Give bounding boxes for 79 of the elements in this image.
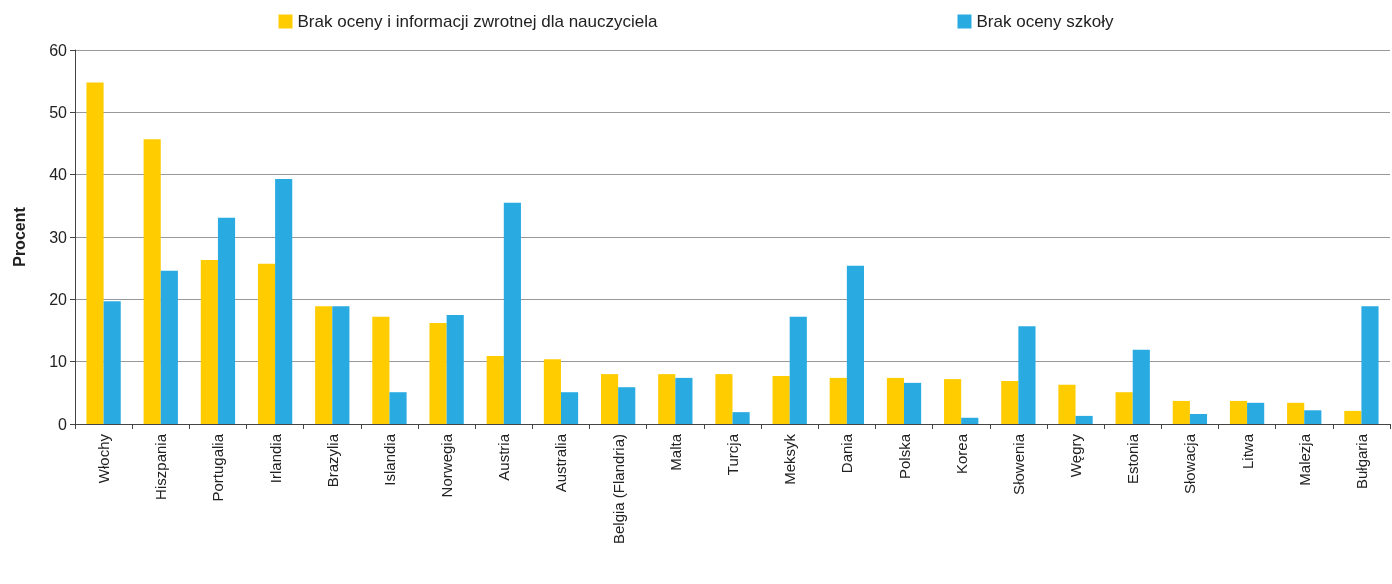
bar bbox=[446, 314, 464, 424]
bar bbox=[200, 260, 218, 424]
bar bbox=[618, 387, 636, 424]
bar bbox=[1058, 384, 1076, 424]
x-tick-label: Włochy bbox=[95, 433, 113, 484]
bar bbox=[732, 412, 750, 424]
x-tick-label: Korea bbox=[952, 433, 970, 475]
bar bbox=[1344, 410, 1362, 424]
x-tick-label: Litwa bbox=[1238, 433, 1256, 470]
x-tick-label: Australia bbox=[552, 433, 570, 493]
bar bbox=[372, 316, 390, 424]
y-axis-title: Procent bbox=[10, 206, 28, 267]
bar bbox=[675, 377, 693, 424]
y-tick-label: 10 bbox=[49, 353, 68, 371]
bar bbox=[846, 265, 864, 424]
bar bbox=[1075, 415, 1093, 424]
y-tick-label: 20 bbox=[49, 290, 68, 308]
bar bbox=[503, 202, 521, 424]
bar bbox=[486, 356, 504, 424]
bar bbox=[1189, 414, 1208, 424]
bar bbox=[1229, 400, 1248, 424]
bar bbox=[1304, 410, 1322, 424]
bar bbox=[429, 323, 447, 424]
x-tick-label: Meksyk bbox=[781, 433, 799, 485]
bar bbox=[886, 377, 905, 424]
x-tick-label: Bułgaria bbox=[1352, 433, 1370, 490]
bar bbox=[1115, 392, 1133, 424]
bar bbox=[904, 382, 922, 424]
bar bbox=[1132, 349, 1150, 424]
bar bbox=[829, 377, 847, 424]
bar bbox=[257, 263, 276, 424]
bar bbox=[961, 417, 979, 424]
bar bbox=[275, 179, 293, 424]
y-tick-label: 50 bbox=[49, 103, 68, 121]
y-tick-label: 30 bbox=[49, 228, 68, 246]
bar bbox=[1361, 306, 1379, 424]
bar bbox=[944, 379, 962, 424]
y-tick-label: 0 bbox=[58, 415, 68, 433]
bar bbox=[789, 316, 807, 424]
x-tick-label: Węgry bbox=[1067, 433, 1085, 478]
bar bbox=[389, 392, 407, 424]
bar bbox=[772, 376, 790, 424]
bar bbox=[160, 270, 178, 424]
x-tick-label: Hiszpania bbox=[152, 433, 170, 500]
x-tick-label: Estonia bbox=[1124, 433, 1142, 485]
bar bbox=[103, 301, 121, 424]
bar bbox=[332, 306, 350, 424]
legend-label: Brak oceny szkoły bbox=[976, 12, 1114, 31]
bar bbox=[1287, 402, 1305, 424]
x-tick-label: Irlandia bbox=[266, 433, 284, 484]
x-tick-label: Malezja bbox=[1295, 433, 1313, 486]
y-tick-label: 60 bbox=[49, 41, 68, 59]
bar bbox=[1018, 326, 1036, 424]
y-tick-label: 40 bbox=[49, 166, 68, 184]
x-tick-label: Belgia (Flandria) bbox=[609, 434, 627, 545]
bar bbox=[543, 359, 561, 424]
bar bbox=[601, 374, 619, 424]
x-tick-label: Norwegia bbox=[438, 433, 456, 498]
bar bbox=[86, 82, 104, 424]
bar bbox=[1001, 380, 1019, 424]
bar bbox=[315, 306, 333, 424]
x-tick-label: Dania bbox=[838, 433, 856, 474]
bar bbox=[658, 374, 676, 424]
x-tick-label: Portugalia bbox=[209, 433, 227, 502]
legend-label: Brak oceny i informacji zwrotnej dla nauczyciela bbox=[297, 12, 659, 31]
bar bbox=[715, 374, 733, 424]
bar bbox=[560, 392, 579, 424]
x-tick-label: Polska bbox=[895, 433, 913, 480]
x-tick-label: Malta bbox=[666, 433, 684, 471]
x-tick-label: Brazylia bbox=[323, 433, 341, 488]
x-tick-label: Austria bbox=[495, 433, 513, 481]
bar bbox=[1247, 402, 1265, 424]
x-tick-label: Słowenia bbox=[1009, 433, 1027, 495]
x-tick-label: Turcja bbox=[724, 433, 741, 476]
bar bbox=[143, 139, 161, 424]
x-tick-label: Islandia bbox=[380, 433, 398, 486]
x-tick-label: Słowacja bbox=[1181, 433, 1199, 495]
bar bbox=[1172, 400, 1190, 424]
bar bbox=[217, 217, 236, 424]
